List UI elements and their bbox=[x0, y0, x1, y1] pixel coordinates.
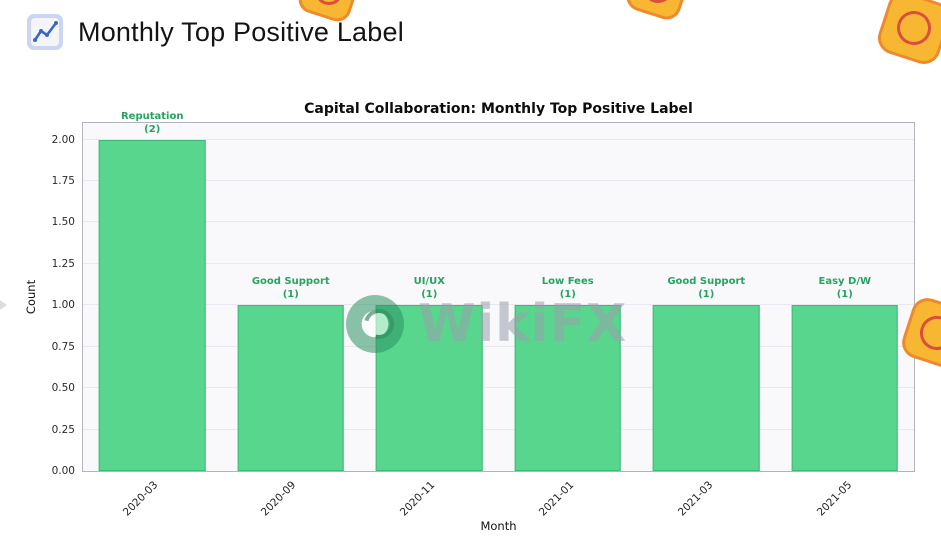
gridline bbox=[83, 304, 914, 306]
decorative-logo-blob bbox=[873, 0, 941, 69]
bar-2020-11 bbox=[375, 305, 483, 471]
y-tick-label: 0.75 bbox=[51, 340, 75, 353]
line-chart-icon bbox=[26, 13, 64, 51]
bar-label: UI/UX (1) bbox=[413, 276, 445, 301]
bar-label: Reputation (2) bbox=[120, 110, 184, 135]
gridline bbox=[83, 262, 914, 264]
gridline bbox=[83, 221, 914, 223]
decorative-edge-shape bbox=[0, 296, 7, 314]
plot-area: 0.00 0.25 0.50 0.75 1.00 1.25 1.50 1.75 2.00 Repu… bbox=[52, 111, 915, 477]
page-title: Monthly Top Positive Label bbox=[78, 16, 404, 47]
bar-label: Low Fees (1) bbox=[541, 276, 594, 301]
bar-label: Good Support (1) bbox=[251, 276, 330, 301]
bar-label: Easy D/W (1) bbox=[818, 276, 872, 301]
gridline bbox=[83, 428, 914, 430]
decorative-logo-blob bbox=[622, 0, 694, 24]
y-tick-label: 0.25 bbox=[51, 423, 75, 436]
x-axis-label: Month bbox=[480, 519, 517, 533]
bar-2020-09 bbox=[237, 305, 345, 471]
y-tick-label: 1.75 bbox=[51, 175, 75, 187]
y-tick-label: 1.50 bbox=[51, 216, 75, 229]
y-tick-label: 1.00 bbox=[51, 299, 75, 312]
bar-2021-05 bbox=[791, 305, 899, 471]
bar-2021-03 bbox=[652, 305, 760, 471]
gridline bbox=[83, 138, 914, 140]
gridline bbox=[83, 345, 914, 347]
y-tick-label: 1.25 bbox=[51, 257, 75, 270]
page-header: Monthly Top Positive Label bbox=[26, 13, 404, 51]
y-axis-label: Count bbox=[24, 279, 39, 315]
y-tick-label: 2.00 bbox=[51, 133, 75, 146]
bar-label: Good Support (1) bbox=[667, 276, 746, 301]
y-tick-label: 0.00 bbox=[51, 465, 75, 477]
y-tick-label: 0.50 bbox=[51, 382, 75, 395]
bar-2020-03 bbox=[98, 139, 206, 471]
gridline bbox=[83, 387, 914, 389]
x-tick-labels: 2020-03 2020-09 2020-11 2021-01 2021-03 2021-… bbox=[120, 479, 855, 519]
chart-title: Capital Collaboration: Monthly Top Posit… bbox=[304, 101, 693, 117]
bar-2021-01 bbox=[514, 305, 622, 471]
gridline bbox=[83, 180, 914, 181]
